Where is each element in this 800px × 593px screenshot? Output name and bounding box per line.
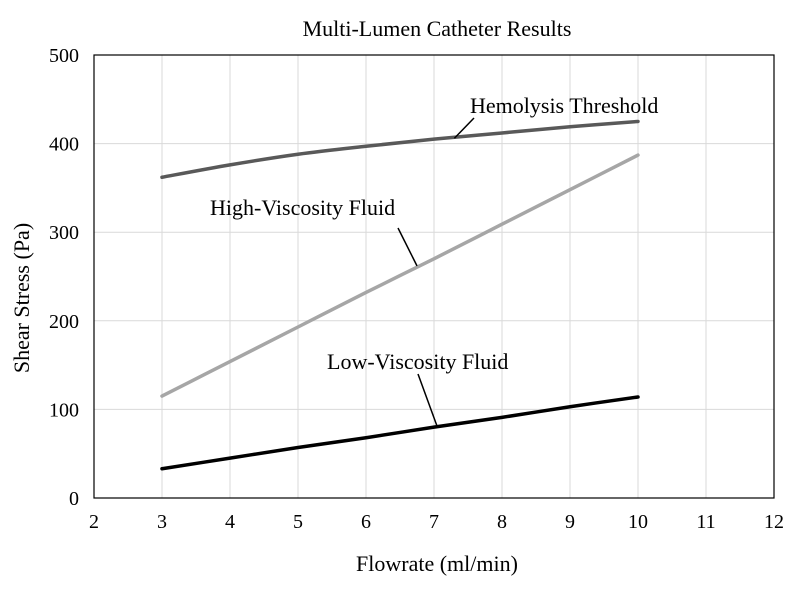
y-axis-title: Shear Stress (Pa) bbox=[9, 223, 34, 373]
axes bbox=[93, 54, 775, 499]
series-lines bbox=[160, 119, 640, 471]
annotation-low-viscosity-fluid: Low-Viscosity Fluid bbox=[327, 349, 508, 374]
x-tick-label: 12 bbox=[764, 511, 784, 533]
y-tick-label: 400 bbox=[49, 134, 79, 156]
annotations: Hemolysis Threshold High-Viscosity Fluid L… bbox=[210, 93, 658, 428]
y-tick-label: 200 bbox=[49, 311, 79, 333]
plot-frame bbox=[93, 54, 775, 499]
x-tick-label: 4 bbox=[225, 511, 235, 533]
x-tick-label: 10 bbox=[628, 511, 648, 533]
y-tick-label: 100 bbox=[49, 399, 79, 421]
y-tick-label: 300 bbox=[49, 222, 79, 244]
annotation-hemolysis-threshold: Hemolysis Threshold bbox=[470, 93, 658, 118]
hemolysis-threshold-line bbox=[160, 119, 640, 180]
chart-title: Multi-Lumen Catheter Results bbox=[303, 16, 572, 41]
y-tick-label: 500 bbox=[49, 45, 79, 67]
x-axis-title: Flowrate (ml/min) bbox=[356, 551, 518, 576]
y-tick-label: 0 bbox=[69, 488, 79, 510]
x-tick-label: 11 bbox=[696, 511, 715, 533]
gridlines bbox=[93, 54, 775, 499]
annotation-leader-line bbox=[397, 227, 418, 267]
x-tick-label: 3 bbox=[157, 511, 167, 533]
annotation-high-viscosity-fluid: High-Viscosity Fluid bbox=[210, 195, 395, 220]
tick-labels: 2 3 4 5 6 7 8 9 10 11 12 0 100 200 300 400 500 bbox=[49, 45, 784, 533]
annotation-leader-line bbox=[417, 373, 439, 428]
x-tick-label: 7 bbox=[429, 511, 439, 533]
x-tick-label: 5 bbox=[293, 511, 303, 533]
x-tick-label: 6 bbox=[361, 511, 371, 533]
low-viscosity-fluid-line bbox=[160, 395, 640, 471]
high-viscosity-fluid-line bbox=[160, 153, 640, 398]
x-tick-label: 2 bbox=[89, 511, 99, 533]
x-tick-label: 8 bbox=[497, 511, 507, 533]
x-tick-label: 9 bbox=[565, 511, 575, 533]
annotation-leader-line bbox=[453, 117, 475, 139]
